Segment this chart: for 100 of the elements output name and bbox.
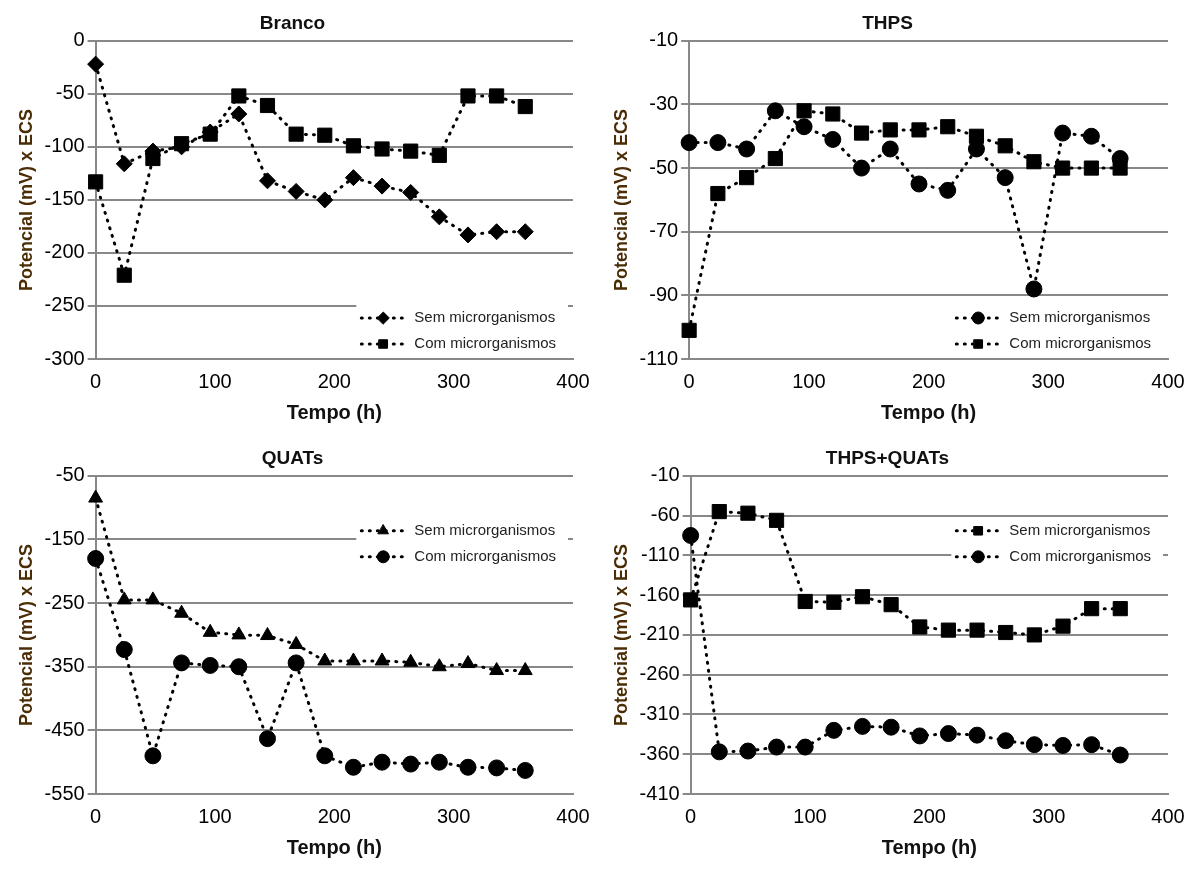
point — [825, 106, 841, 122]
point — [317, 652, 333, 666]
y-axis-title: Potencial (mV) x ECS — [15, 543, 36, 726]
point — [1026, 154, 1042, 170]
point — [768, 738, 786, 756]
point — [115, 641, 133, 659]
point — [288, 635, 304, 649]
point — [231, 626, 247, 640]
y-tick-label: -160 — [639, 582, 680, 605]
point — [488, 759, 506, 777]
x-tick-label: 400 — [1151, 804, 1185, 827]
point — [316, 747, 334, 765]
y-tick-label: -10 — [649, 28, 679, 51]
point — [911, 122, 927, 138]
x-tick-label: 400 — [556, 804, 590, 827]
point — [912, 619, 928, 635]
point — [881, 140, 899, 158]
y-tick-label: -450 — [44, 717, 85, 740]
y-tick-label: -360 — [639, 741, 680, 764]
point — [853, 159, 871, 177]
point — [910, 175, 928, 193]
point — [516, 223, 534, 241]
point — [202, 623, 218, 637]
x-tick-label: 200 — [912, 804, 946, 827]
chart-title: THPS+QUATs — [825, 446, 950, 468]
y-axis-title: Potencial (mV) x ECS — [610, 543, 631, 726]
point — [460, 655, 476, 669]
point — [853, 717, 871, 735]
point — [488, 223, 506, 241]
point — [996, 169, 1014, 187]
y-tick-label: -350 — [44, 654, 85, 677]
point — [231, 88, 247, 104]
legend-label: Sem microrganismos — [1009, 308, 1151, 326]
y-tick-label: -550 — [44, 781, 85, 804]
point — [1054, 736, 1072, 754]
legend-label: Com microrganismos — [414, 334, 557, 352]
y-tick-label: -50 — [649, 155, 679, 178]
point — [430, 753, 448, 771]
y-tick-label: -30 — [649, 91, 679, 114]
point — [517, 662, 533, 676]
point — [431, 658, 447, 672]
x-tick-label: 100 — [198, 369, 232, 392]
point — [680, 134, 698, 152]
y-tick-label: -260 — [639, 662, 680, 685]
point — [115, 155, 133, 173]
point — [998, 624, 1014, 641]
y-tick-label: -100 — [44, 134, 85, 157]
point — [882, 718, 900, 736]
y-tick-label: -150 — [44, 526, 85, 549]
x-axis-title: Tempo (h) — [881, 835, 977, 858]
legend-label: Sem microrganismos — [414, 520, 556, 538]
point — [316, 191, 334, 209]
x-axis-title: Tempo (h) — [286, 400, 382, 423]
point — [460, 88, 476, 104]
x-tick-label: 300 — [436, 369, 471, 392]
point — [373, 753, 391, 771]
point — [825, 721, 843, 739]
point — [230, 658, 248, 676]
y-axis-title: Potencial (mV) x ECS — [15, 108, 36, 291]
point — [403, 653, 419, 667]
x-tick-label: 300 — [1031, 369, 1065, 392]
point — [1083, 736, 1101, 754]
y-tick-label: -50 — [55, 81, 85, 104]
point — [766, 102, 784, 120]
point — [374, 652, 390, 666]
point — [796, 738, 814, 756]
point — [403, 143, 419, 159]
x-tick-label: 400 — [556, 369, 590, 392]
point — [740, 505, 756, 521]
chart-title: THPS — [862, 11, 913, 33]
point — [795, 118, 813, 136]
point — [968, 726, 986, 744]
point — [459, 226, 477, 244]
point — [853, 125, 870, 141]
point — [144, 747, 162, 765]
point — [681, 322, 697, 338]
point — [373, 177, 391, 195]
y-tick-label: -150 — [44, 187, 85, 210]
point — [969, 622, 985, 638]
point — [826, 594, 842, 610]
y-tick-label: -50 — [55, 463, 85, 486]
point — [854, 589, 871, 605]
legend-label: Sem microrganismos — [414, 308, 556, 326]
point — [911, 727, 929, 745]
point — [402, 755, 420, 773]
point — [1112, 601, 1128, 617]
point — [489, 662, 505, 676]
point — [739, 742, 757, 760]
y-tick-label: -200 — [44, 240, 85, 263]
y-tick-label: -90 — [649, 282, 679, 305]
y-axis-title: Potencial (mV) x ECS — [610, 108, 631, 291]
point — [767, 150, 783, 167]
legend-label: Com microrganismos — [414, 546, 557, 564]
y-tick-label: -10 — [650, 463, 680, 486]
x-tick-label: 100 — [793, 804, 827, 827]
point — [1111, 746, 1129, 764]
point — [259, 97, 276, 114]
chart-title: QUATs — [261, 446, 324, 468]
x-tick-label: 100 — [792, 369, 826, 392]
x-tick-label: 0 — [90, 804, 102, 827]
